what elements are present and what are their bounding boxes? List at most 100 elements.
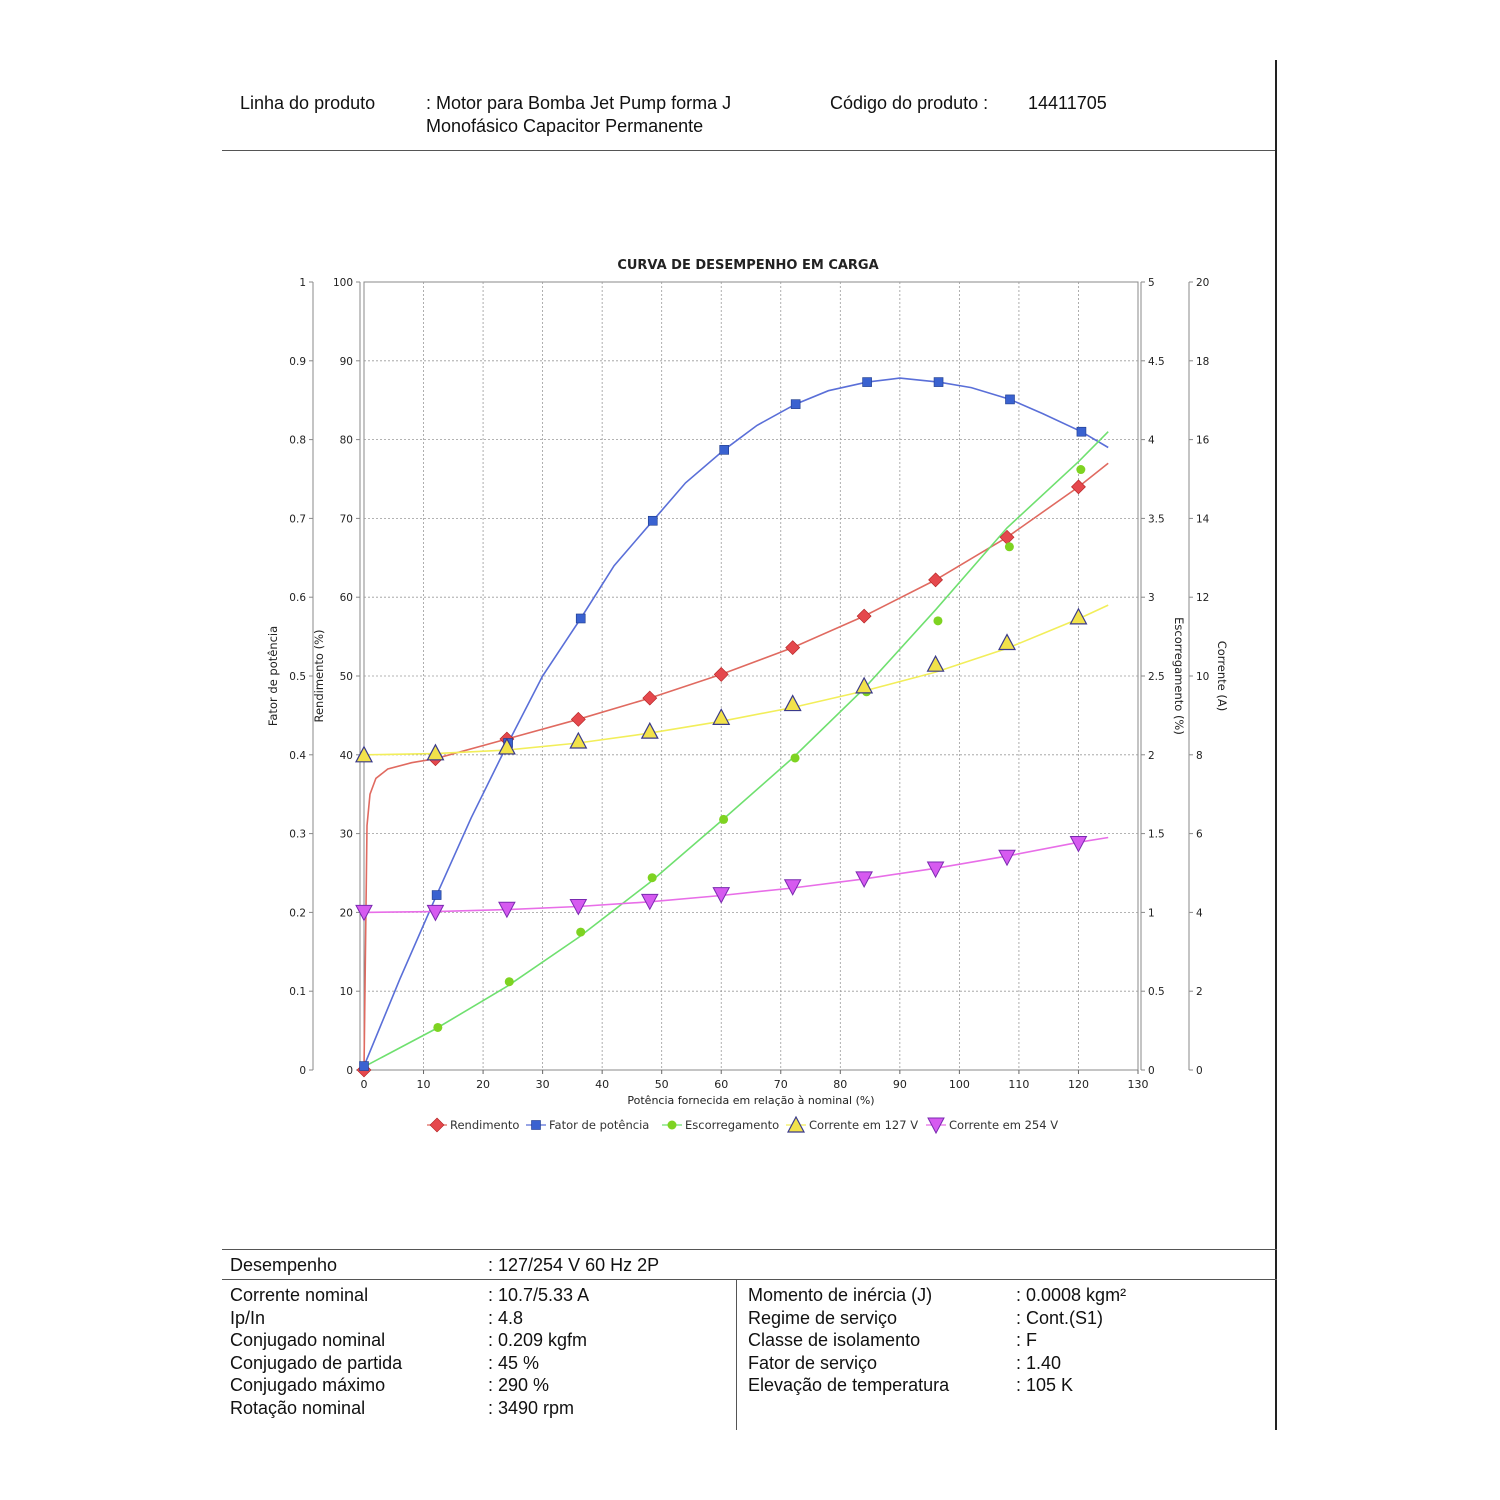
escorregamento-point (647, 873, 657, 883)
escorregamento-point (1076, 465, 1086, 475)
spec-label: Conjugado nominal (230, 1330, 386, 1351)
legend-label: Corrente em 254 V (949, 1118, 1058, 1132)
corrente-em-127-v-curve (363, 604, 1109, 756)
fator-de-potencia-curve (363, 377, 1109, 1067)
escorregamento-point (433, 1022, 443, 1032)
cor-tick-label: 0 (1196, 1065, 1203, 1077)
legend-item-escorregamento: Escorregamento (662, 1118, 779, 1132)
x-tick-label: 50 (655, 1078, 669, 1091)
escorregamento-curve (363, 431, 1109, 1068)
esc-tick-label: 4.5 (1148, 356, 1165, 368)
rend-tick-label: 90 (340, 356, 353, 368)
cor-tick-label: 10 (1196, 671, 1209, 683)
spec-value: : 0.0008 kgm² (1016, 1285, 1127, 1305)
product-code-label: Código do produto : (830, 93, 989, 113)
corrente-em-127-v-point (569, 731, 588, 749)
spec-label: Elevação de temperatura (748, 1375, 950, 1396)
performance-value: : 127/254 V 60 Hz 2P (488, 1255, 660, 1275)
legend-label: Corrente em 127 V (809, 1118, 918, 1132)
fator-de-potencia-point (575, 613, 586, 624)
x-tick-label: 10 (417, 1078, 431, 1091)
x-tick-label: 70 (774, 1078, 788, 1091)
spec-label: Rotação nominal (230, 1397, 366, 1418)
spec-row: Conjugado nominal: 0.209 kgfm (230, 1329, 730, 1352)
spec-value: : 290 % (488, 1375, 550, 1396)
esc-tick-label: 2 (1148, 750, 1155, 762)
product-code-value: 14411705 (1028, 93, 1107, 113)
escorregamento-point (719, 814, 729, 824)
legend-label: Rendimento (450, 1118, 519, 1132)
corrente-em-254-v-point (783, 879, 802, 896)
rend-tick-label: 20 (340, 907, 353, 919)
legend-triangle-down-icon (927, 1117, 945, 1135)
fp-tick-label: 0.6 (289, 592, 306, 604)
x-tick-label: 100 (949, 1078, 970, 1091)
corrente-em-254-v-point (569, 898, 588, 916)
rendimento-point (928, 572, 943, 588)
esc-tick-label: 1.5 (1148, 829, 1165, 841)
spec-value: : 1.40 (1016, 1352, 1062, 1373)
esc-tick-label: 4 (1148, 435, 1155, 447)
esc-tick-label: 5 (1148, 277, 1155, 289)
spec-row: Classe de isolamento: F (748, 1329, 1268, 1352)
fp-tick-label: 0.1 (289, 986, 306, 998)
esc-tick-label: 0.5 (1148, 986, 1165, 998)
spec-value: : Cont.(S1) (1016, 1307, 1104, 1328)
rend-tick-label: 80 (340, 435, 353, 447)
spec-row: Corrente nominal: 10.7/5.33 A (230, 1284, 730, 1307)
rend-tick-label: 10 (340, 986, 353, 998)
corrente-em-127-v-point (998, 633, 1017, 651)
corrente-em-254-v-point (498, 901, 516, 919)
fp-tick-label: 0 (299, 1065, 306, 1077)
spec-row: Regime de serviço : Cont.(S1) (748, 1307, 1268, 1330)
corrente-em-254-v-point (998, 849, 1016, 867)
escorregamento-point (1004, 542, 1014, 552)
escorregamento-point (576, 927, 586, 937)
x-tick-label: 40 (595, 1078, 609, 1091)
corrente-em-254-v-point (640, 893, 659, 911)
corrente-em-254-v-point (855, 871, 873, 888)
corrente-em-254-v-point (712, 887, 731, 904)
legend-item-corrente-em-127-v: Corrente em 127 V (786, 1115, 918, 1133)
esc-tick-label: 2.5 (1148, 671, 1165, 683)
rend-tick-label: 60 (340, 592, 353, 604)
performance-label: Desempenho (230, 1255, 338, 1275)
corrente-em-254-v-point (426, 904, 445, 922)
esc-tick-label: 3 (1148, 592, 1155, 604)
esc-axis-label: Escorregamento (%) (1172, 617, 1186, 735)
rendimento-point (713, 666, 729, 682)
performance-chart: CURVA DE DESEMPENHO EM CARGA 0 10 20 30 40 50… (266, 258, 1229, 1135)
spec-value: : 4.8 (488, 1307, 524, 1328)
fp-tick-label: 0.9 (289, 356, 306, 368)
spec-label: Regime de serviço (748, 1307, 898, 1328)
fp-tick-label: 0.8 (289, 435, 306, 447)
product-line-value-2: Monofásico Capacitor Permanente (426, 116, 704, 136)
x-tick-label: 30 (536, 1078, 550, 1091)
cor-tick-label: 14 (1196, 513, 1210, 525)
rendimento-point (642, 690, 658, 706)
spec-value: : 45 % (488, 1352, 540, 1373)
legend-label: Fator de potência (549, 1118, 649, 1132)
x-axis-label: Potência fornecida em relação à nominal … (627, 1094, 874, 1107)
spec-value: : 105 K (1016, 1375, 1074, 1396)
fator-de-potencia-point (790, 399, 801, 409)
corrente-em-254-v-point (1069, 835, 1088, 853)
fp-axis-label: Fator de potência (266, 626, 280, 726)
esc-tick-label: 3.5 (1148, 513, 1165, 525)
specs-right-column: Momento de inércia (J): 0.0008 kgm² Regi… (748, 1284, 1268, 1397)
cor-tick-label: 16 (1196, 435, 1210, 447)
legend-triangle-up-icon (787, 1115, 805, 1133)
x-tick-label: 110 (1008, 1078, 1029, 1091)
corrente-em-127-v-point (783, 694, 802, 712)
spec-label: Corrente nominal (230, 1285, 369, 1305)
x-tick-label: 0 (361, 1078, 368, 1091)
fp-tick-label: 0.3 (289, 829, 306, 841)
rendimento-point (856, 608, 872, 624)
legend-item-corrente-em-254-v: Corrente em 254 V (926, 1117, 1058, 1135)
rendimento-point (570, 711, 586, 727)
corrente-em-127-v-point (640, 721, 659, 739)
corrente-em-127-v-point (712, 708, 731, 725)
specs-left-column: Corrente nominal: 10.7/5.33 A Ip/In: 4.8… (230, 1284, 730, 1420)
cor-tick-label: 8 (1196, 750, 1203, 762)
x-tick-label: 130 (1128, 1078, 1149, 1091)
